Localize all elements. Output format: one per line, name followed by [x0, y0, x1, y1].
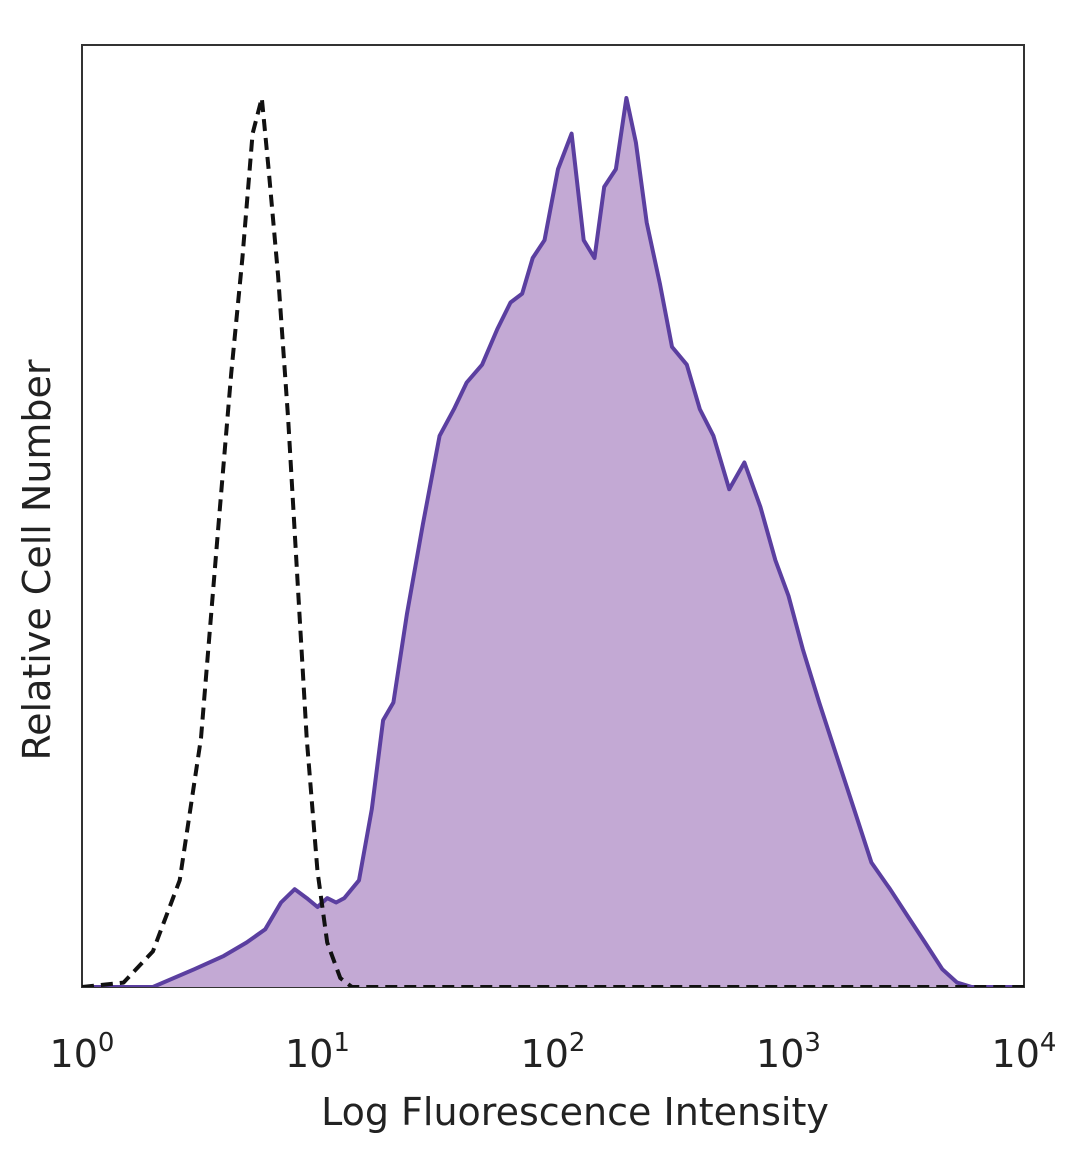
x-tick-exponent: 4	[1040, 1028, 1057, 1058]
x-tick-label: 101	[285, 1028, 350, 1076]
x-tick-exponent: 3	[804, 1028, 821, 1058]
x-tick-exponent: 1	[333, 1028, 350, 1058]
x-axis-label: Log Fluorescence Intensity	[321, 1090, 829, 1134]
x-tick-label: 102	[521, 1028, 586, 1076]
stained-histogram-outline	[82, 96, 1024, 987]
x-tick-label: 104	[992, 1028, 1057, 1076]
stained-histogram-fill	[82, 98, 1024, 987]
series-layer	[82, 96, 1024, 987]
x-tick-base: 10	[992, 1032, 1040, 1076]
x-tick-exponent: 0	[98, 1028, 115, 1058]
x-tick-base: 10	[50, 1032, 98, 1076]
x-tick-base: 10	[756, 1032, 804, 1076]
y-axis-label: Relative Cell Number	[15, 359, 59, 760]
x-tick-label: 103	[756, 1028, 821, 1076]
x-tick-labels: 100 101 102 103 104	[50, 1028, 1057, 1076]
x-tick-base: 10	[521, 1032, 569, 1076]
x-tick-label: 100	[50, 1028, 115, 1076]
x-tick-base: 10	[285, 1032, 333, 1076]
x-tick-exponent: 2	[569, 1028, 586, 1058]
